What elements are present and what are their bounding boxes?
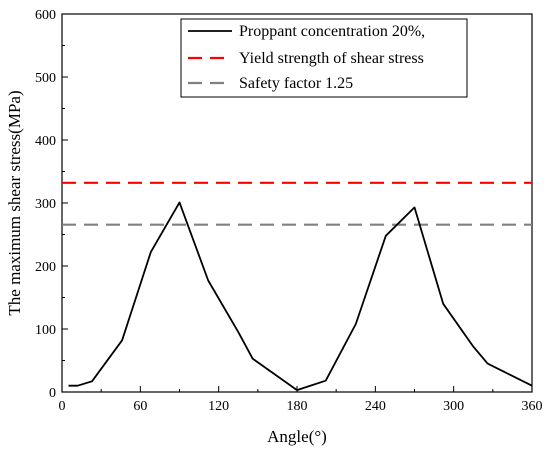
x-tick-label: 300 (443, 399, 464, 414)
y-tick-label: 400 (35, 134, 56, 149)
y-tick-label: 500 (35, 71, 56, 86)
y-tick-label: 200 (35, 260, 56, 275)
y-tick-label: 600 (35, 8, 56, 23)
x-tick-label: 0 (59, 399, 66, 414)
series-layer (62, 181, 533, 392)
y-tick-label: 100 (35, 323, 56, 338)
x-tick-label: 360 (522, 399, 543, 414)
x-tick-label: 180 (287, 399, 308, 414)
legend-box (180, 18, 468, 98)
legend-label-0: Proppant concentration 20%, (239, 23, 425, 40)
y-axis-label: The maximum shear stress(MPa) (5, 90, 24, 315)
x-axis-ticks: 0 60 120 180 240 300 360 (59, 386, 543, 414)
x-tick-label: 240 (365, 399, 386, 414)
legend-label-1: Yield strength of shear stress (239, 50, 424, 67)
legend: Proppant concentration 20%, Yield strengt… (180, 18, 468, 98)
x-tick-label: 120 (208, 399, 229, 414)
y-tick-label: 300 (35, 197, 56, 212)
x-tick-label: 60 (133, 399, 147, 414)
y-axis-ticks: 0 100 200 300 400 500 600 (35, 8, 68, 401)
y-tick-label: 0 (49, 386, 56, 401)
legend-label-2: Safety factor 1.25 (239, 75, 353, 92)
x-axis-label: Angle(°) (267, 427, 327, 446)
series-line-0 (68, 201, 533, 392)
